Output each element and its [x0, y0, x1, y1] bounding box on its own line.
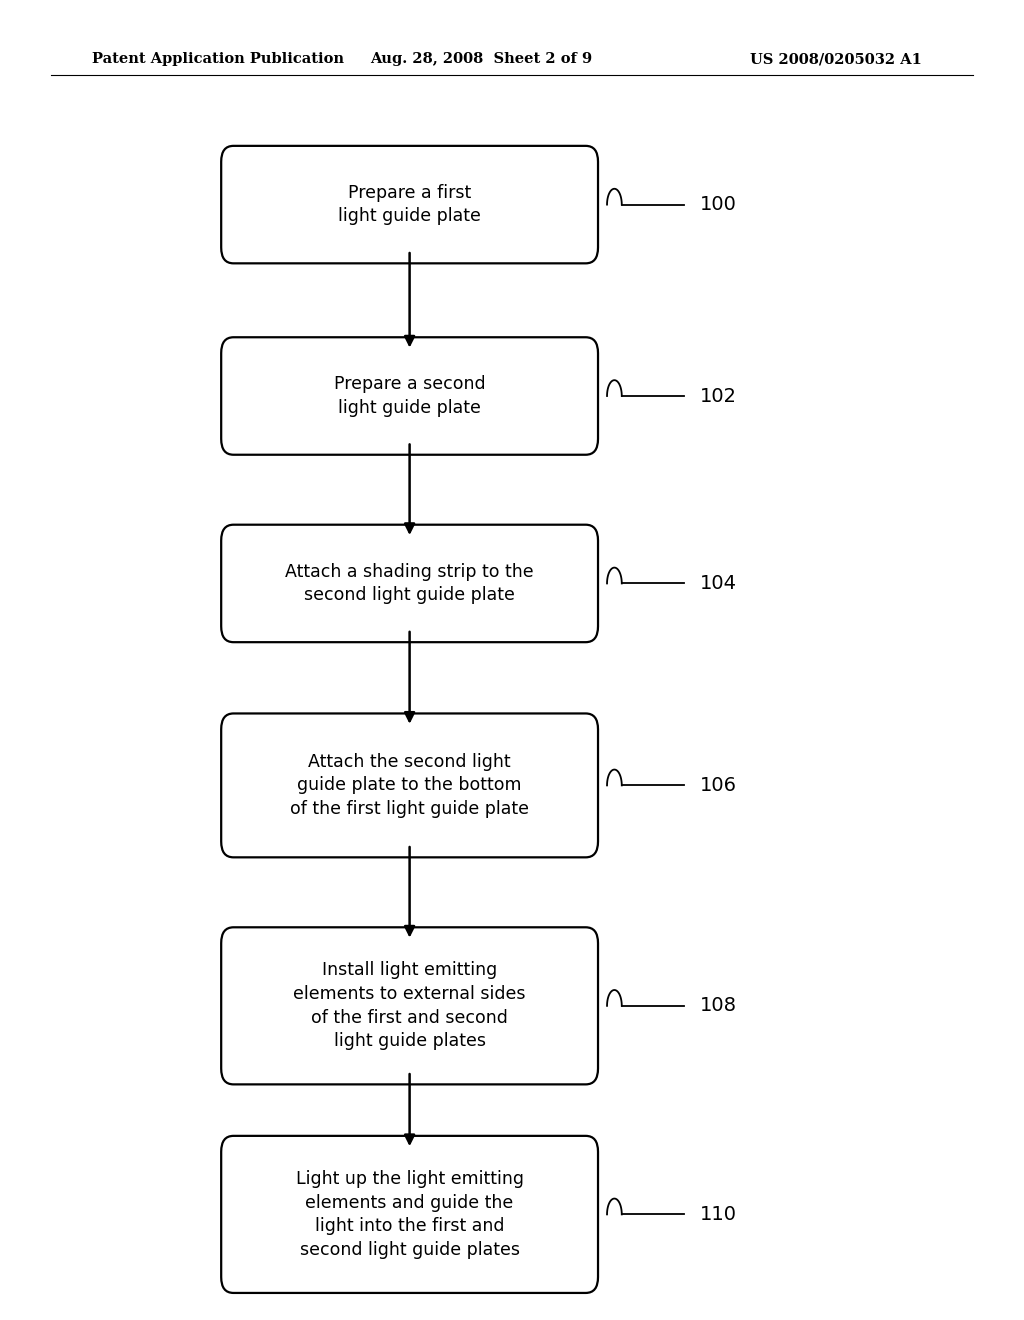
FancyBboxPatch shape	[221, 524, 598, 642]
Text: 104: 104	[699, 574, 736, 593]
Text: Prepare a second
light guide plate: Prepare a second light guide plate	[334, 375, 485, 417]
Text: 102: 102	[699, 387, 736, 405]
FancyBboxPatch shape	[221, 713, 598, 858]
Text: 106: 106	[699, 776, 736, 795]
Text: Attach the second light
guide plate to the bottom
of the first light guide plate: Attach the second light guide plate to t…	[290, 752, 529, 818]
FancyBboxPatch shape	[221, 1135, 598, 1294]
Text: Patent Application Publication: Patent Application Publication	[92, 53, 344, 66]
Text: Light up the light emitting
elements and guide the
light into the first and
seco: Light up the light emitting elements and…	[296, 1170, 523, 1259]
Text: Install light emitting
elements to external sides
of the first and second
light : Install light emitting elements to exter…	[293, 961, 526, 1051]
Text: 110: 110	[699, 1205, 736, 1224]
FancyBboxPatch shape	[221, 147, 598, 263]
Text: 108: 108	[699, 997, 736, 1015]
Text: 100: 100	[699, 195, 736, 214]
Text: Aug. 28, 2008  Sheet 2 of 9: Aug. 28, 2008 Sheet 2 of 9	[371, 53, 592, 66]
FancyBboxPatch shape	[221, 338, 598, 454]
Text: Attach a shading strip to the
second light guide plate: Attach a shading strip to the second lig…	[286, 562, 534, 605]
FancyBboxPatch shape	[221, 927, 598, 1085]
Text: US 2008/0205032 A1: US 2008/0205032 A1	[750, 53, 922, 66]
Text: Prepare a first
light guide plate: Prepare a first light guide plate	[338, 183, 481, 226]
